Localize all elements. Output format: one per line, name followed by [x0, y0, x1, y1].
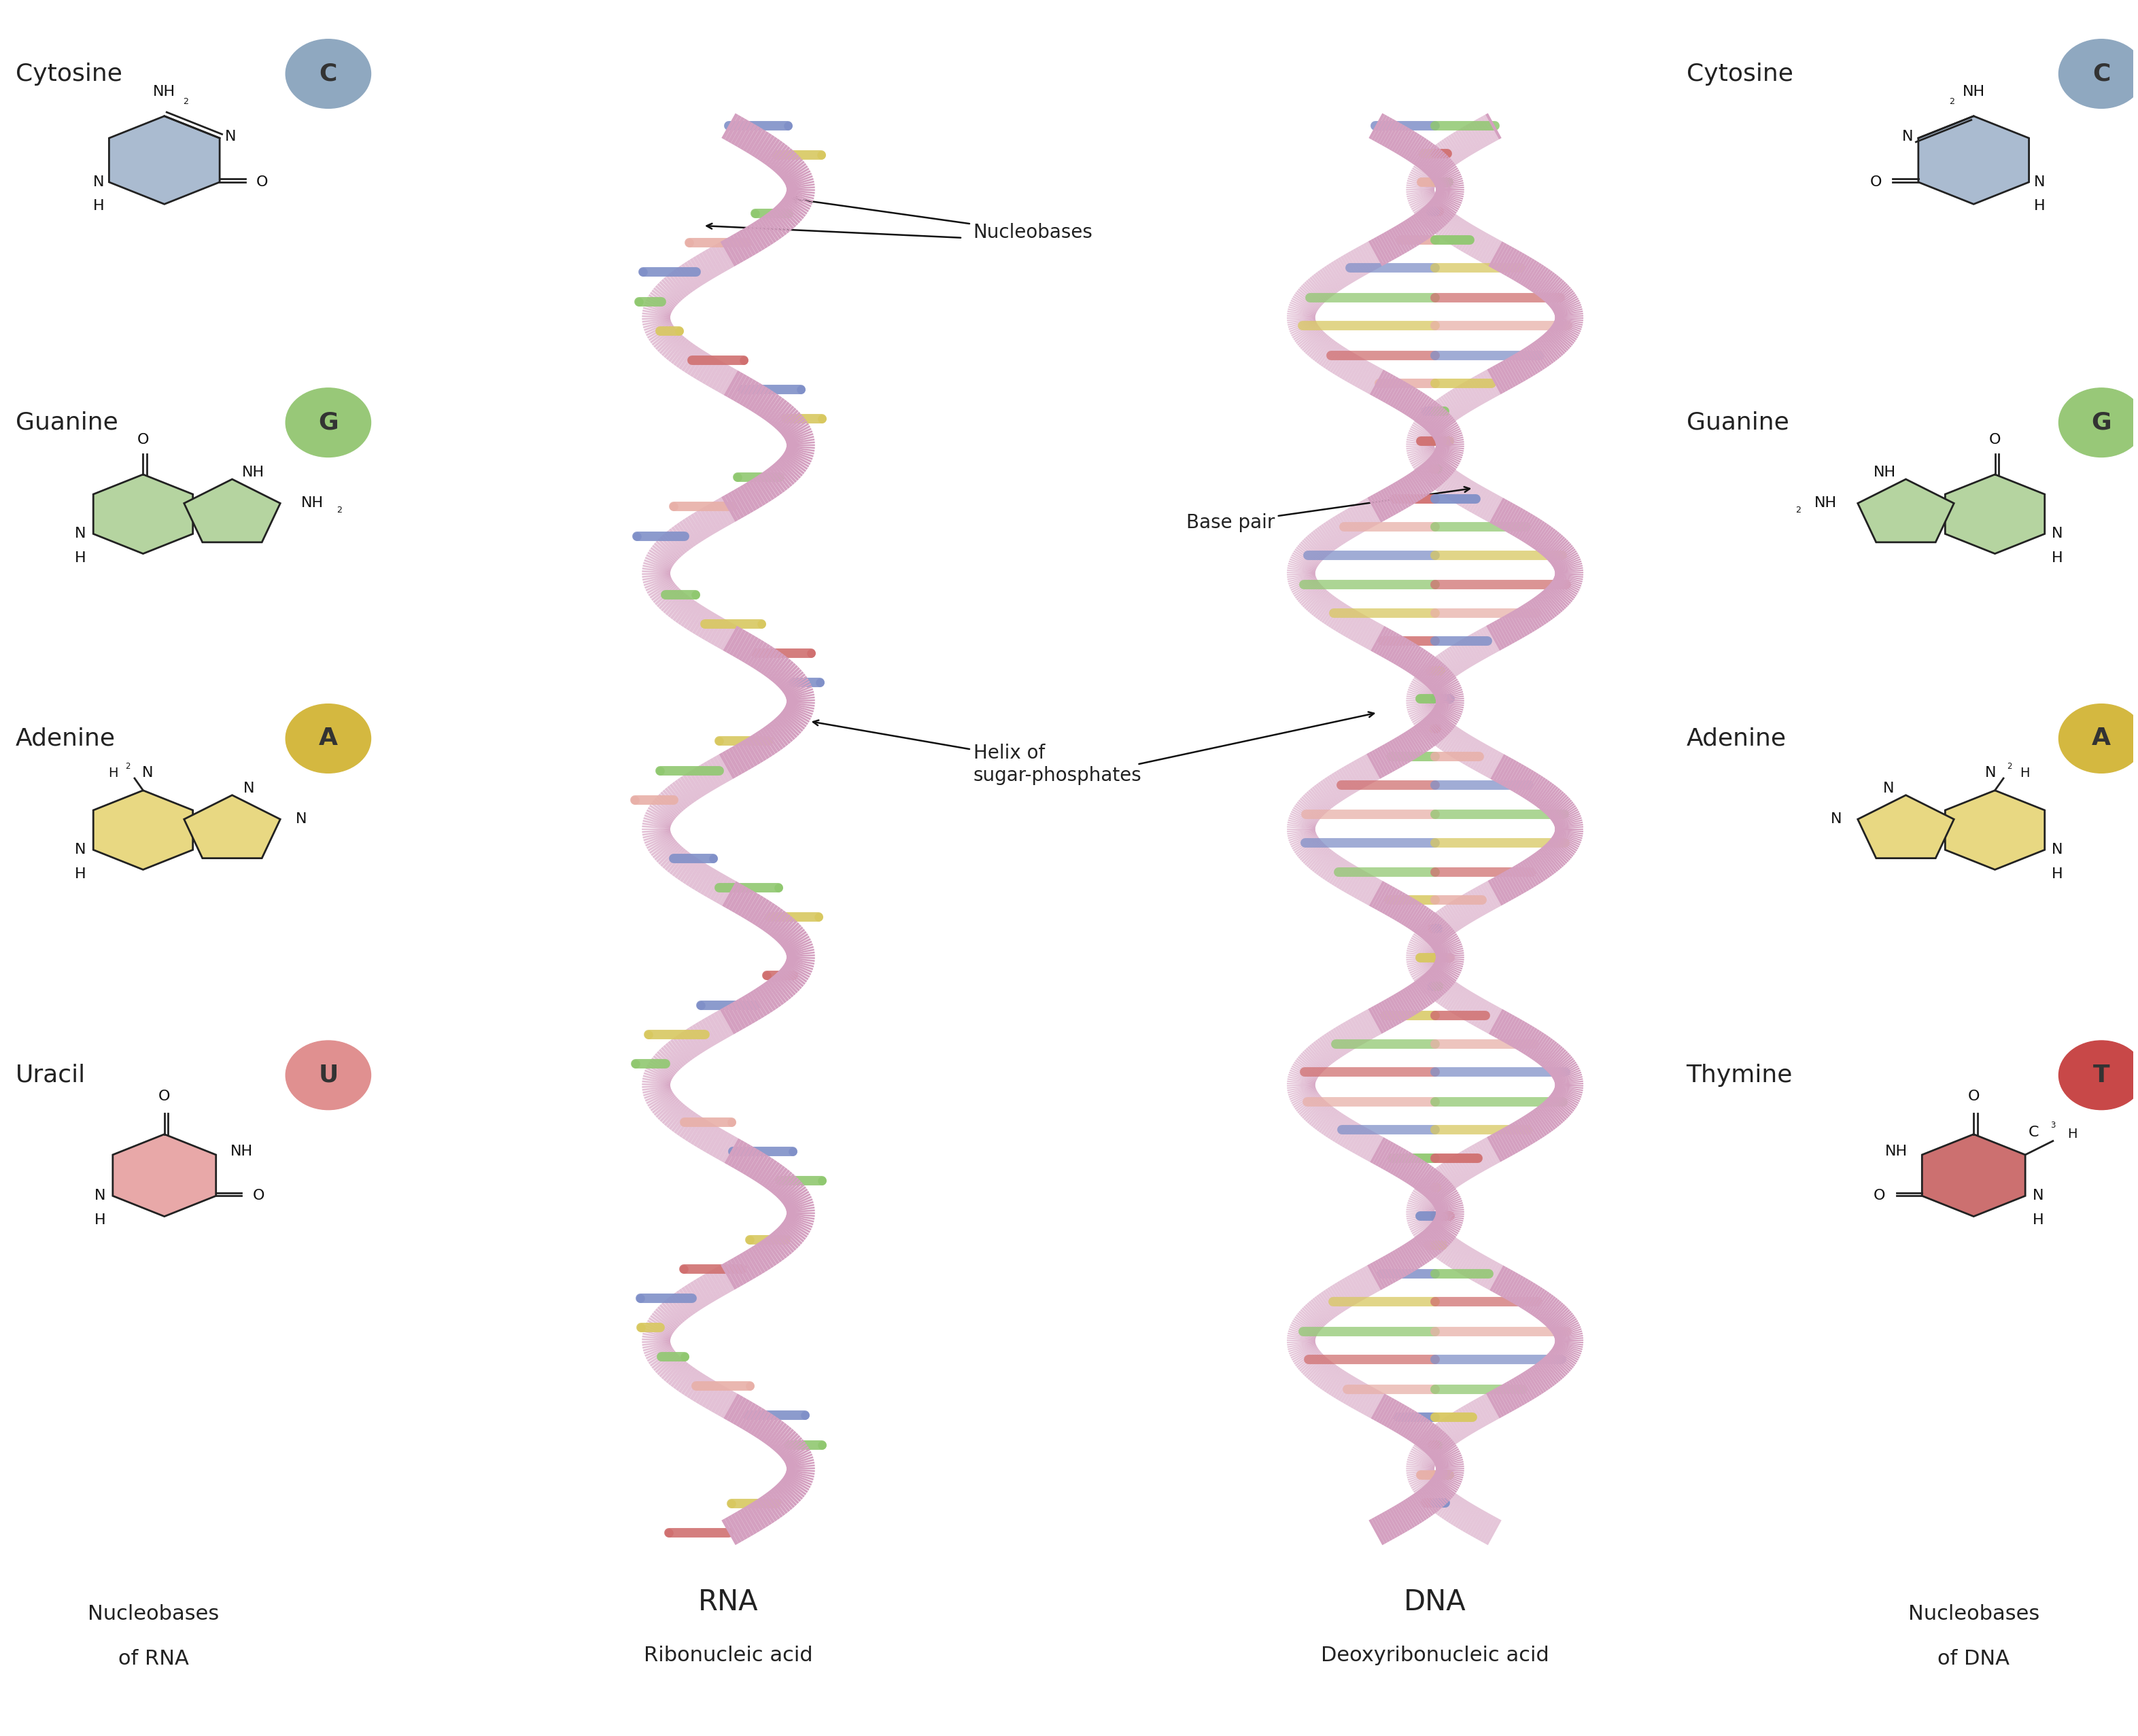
Text: N: N: [75, 844, 86, 856]
Text: $_3$: $_3$: [2050, 1118, 2057, 1130]
Text: H: H: [2033, 200, 2046, 214]
Text: Cytosine: Cytosine: [15, 62, 122, 85]
Text: U: U: [319, 1064, 338, 1087]
Polygon shape: [94, 474, 192, 554]
Text: O: O: [257, 175, 267, 189]
Text: N: N: [244, 781, 254, 795]
Circle shape: [2059, 1040, 2138, 1109]
Text: Guanine: Guanine: [1687, 411, 1790, 434]
Circle shape: [286, 40, 370, 108]
Text: O: O: [1988, 432, 2001, 446]
Text: C: C: [2093, 62, 2110, 85]
Text: N: N: [224, 130, 235, 142]
Text: O: O: [1873, 1189, 1886, 1203]
Text: T: T: [2093, 1064, 2110, 1087]
Text: Adenine: Adenine: [15, 727, 115, 750]
Text: NH: NH: [154, 85, 175, 99]
Text: N: N: [75, 528, 86, 540]
Text: N: N: [2033, 175, 2046, 189]
Polygon shape: [1918, 116, 2029, 205]
Text: Nucleobases: Nucleobases: [1907, 1604, 2040, 1623]
Text: NH: NH: [1815, 496, 1837, 510]
Text: NH: NH: [231, 1144, 252, 1158]
Text: O: O: [1967, 1090, 1980, 1102]
Polygon shape: [1922, 1134, 2025, 1217]
Text: of DNA: of DNA: [1937, 1649, 2010, 1668]
Text: Nucleobases: Nucleobases: [791, 196, 1093, 241]
Polygon shape: [1946, 790, 2044, 870]
Circle shape: [286, 1040, 370, 1109]
Text: N: N: [1903, 130, 1914, 142]
Polygon shape: [1858, 795, 1954, 858]
Text: RNA: RNA: [699, 1587, 759, 1616]
Text: $_2$: $_2$: [1796, 502, 1800, 514]
Text: Uracil: Uracil: [15, 1064, 86, 1087]
Text: $_2$: $_2$: [182, 94, 188, 106]
Text: NH: NH: [1963, 85, 1984, 99]
Polygon shape: [1858, 479, 1954, 542]
Text: H: H: [94, 1213, 105, 1227]
Text: C: C: [319, 62, 338, 85]
Text: Cytosine: Cytosine: [1687, 62, 1794, 85]
Text: H: H: [75, 866, 86, 880]
Text: NH: NH: [1873, 465, 1896, 479]
Text: N: N: [1884, 781, 1894, 795]
Polygon shape: [184, 795, 280, 858]
Text: N: N: [1984, 766, 1997, 779]
Text: N: N: [2052, 528, 2063, 540]
Text: $_2$: $_2$: [2008, 759, 2012, 771]
Text: N: N: [1830, 812, 1843, 826]
Text: H: H: [2067, 1128, 2076, 1141]
Text: O: O: [252, 1189, 265, 1203]
Circle shape: [286, 705, 370, 773]
Text: G: G: [319, 411, 338, 434]
Circle shape: [286, 389, 370, 457]
Text: H: H: [2052, 866, 2063, 880]
Text: $_2$: $_2$: [338, 502, 342, 514]
Polygon shape: [184, 479, 280, 542]
Text: O: O: [1871, 175, 1881, 189]
Text: Thymine: Thymine: [1687, 1064, 1792, 1087]
Text: C: C: [2029, 1125, 2040, 1139]
Text: N: N: [141, 766, 154, 779]
Text: H: H: [2033, 1213, 2044, 1227]
Text: A: A: [319, 727, 338, 750]
Text: G: G: [2091, 411, 2112, 434]
Text: NH: NH: [1886, 1144, 1907, 1158]
Text: $_2$: $_2$: [1950, 94, 1956, 106]
Text: N: N: [295, 812, 308, 826]
Text: N: N: [2052, 844, 2063, 856]
Text: $_2$: $_2$: [126, 759, 130, 771]
Polygon shape: [109, 116, 220, 205]
Text: of RNA: of RNA: [118, 1649, 188, 1668]
Text: Guanine: Guanine: [15, 411, 118, 434]
Text: O: O: [137, 432, 150, 446]
Text: DNA: DNA: [1405, 1587, 1467, 1616]
Text: Base pair: Base pair: [1187, 486, 1469, 533]
Text: Adenine: Adenine: [1687, 727, 1785, 750]
Text: H: H: [92, 200, 105, 214]
Polygon shape: [113, 1134, 216, 1217]
Text: Nucleobases: Nucleobases: [88, 1604, 220, 1623]
Text: A: A: [2091, 727, 2110, 750]
Text: Ribonucleic acid: Ribonucleic acid: [644, 1646, 812, 1665]
Polygon shape: [1946, 474, 2044, 554]
Text: NH: NH: [242, 465, 265, 479]
Text: H: H: [2052, 550, 2063, 564]
Circle shape: [2059, 389, 2138, 457]
Text: O: O: [158, 1090, 171, 1102]
Circle shape: [2059, 705, 2138, 773]
Text: N: N: [94, 1189, 105, 1203]
Polygon shape: [94, 790, 192, 870]
Text: Helix of
sugar-phosphates: Helix of sugar-phosphates: [812, 720, 1142, 785]
Text: N: N: [92, 175, 105, 189]
Text: N: N: [2033, 1189, 2044, 1203]
Text: H: H: [109, 767, 118, 779]
Text: NH: NH: [301, 496, 323, 510]
Circle shape: [2059, 40, 2138, 108]
Text: H: H: [75, 550, 86, 564]
Text: Deoxyribonucleic acid: Deoxyribonucleic acid: [1321, 1646, 1550, 1665]
Text: H: H: [2020, 767, 2029, 779]
